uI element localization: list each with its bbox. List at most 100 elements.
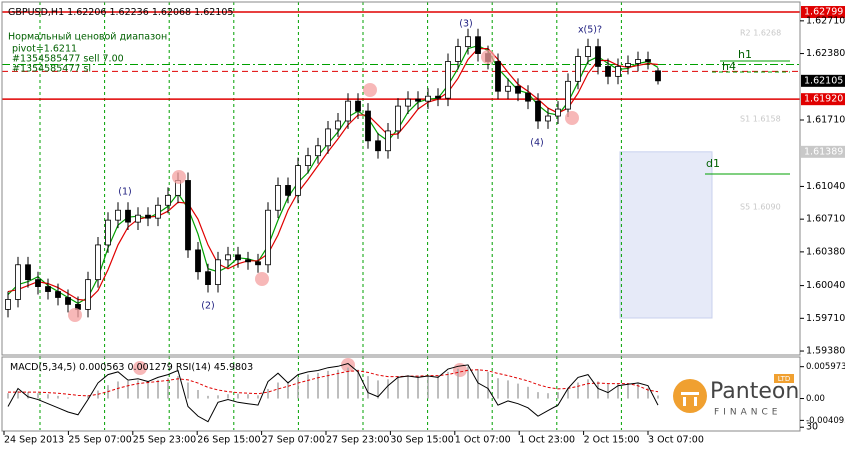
candle-body (475, 36, 481, 54)
candle-body (245, 259, 251, 263)
x-tick-label: 1 Oct 07:00 (455, 435, 511, 446)
candle-body (335, 120, 341, 130)
price-tag (801, 6, 845, 19)
macd-tick-label: 0.00 (806, 394, 825, 404)
price-tag (801, 145, 845, 158)
moving-averages (7, 44, 659, 305)
candle-body (575, 56, 581, 82)
swing-marker (255, 272, 269, 286)
logo-tag: LTD (778, 375, 791, 383)
x-tick-label: 24 Sep 2013 (4, 435, 64, 446)
price-tag-label: 1.61920 (804, 94, 843, 105)
candle-body (85, 279, 91, 310)
candle-body (215, 259, 221, 285)
logo: Panteon FINANCE LTD (673, 374, 799, 418)
candle-body (95, 244, 101, 281)
y-tick-label: 1.60710 (806, 214, 845, 225)
candle-body (545, 115, 551, 122)
candle-body (555, 108, 561, 117)
price-tag-label: 1.62799 (804, 7, 843, 18)
swing-marker (172, 170, 186, 184)
candle-body (615, 66, 621, 77)
candle-body (535, 100, 541, 122)
candle-body (285, 185, 291, 196)
candle-body (145, 214, 151, 219)
candle-body (435, 95, 441, 99)
candle-body (505, 85, 511, 92)
logo-name: Panteon (710, 379, 799, 404)
swing-marker (481, 50, 495, 64)
price-tag (801, 93, 845, 106)
candle-body (315, 145, 321, 157)
candle-body (445, 61, 451, 99)
day-grid (39, 2, 622, 430)
candle-body (125, 209, 131, 223)
swing-markers (68, 50, 579, 377)
macd-tick-label: 0.005973 (806, 362, 845, 372)
y-tick-label: 1.61710 (806, 114, 845, 125)
y-tick-label: 1.60040 (806, 280, 845, 291)
candle-body (305, 155, 311, 167)
candle-body (605, 66, 611, 77)
candle-body (55, 291, 61, 298)
swing-marker (68, 308, 82, 322)
candle-body (195, 249, 201, 273)
candle-body (165, 194, 171, 206)
candle-body (635, 59, 641, 64)
wave-label: (4) (530, 138, 543, 149)
candle-body (625, 63, 631, 67)
candle-body (155, 204, 161, 219)
candle-body (35, 279, 41, 287)
candle-body (275, 185, 281, 211)
candle-body (525, 92, 531, 102)
candle-body (15, 264, 21, 300)
rsi-line (7, 362, 659, 423)
rsi-tick-label: 30 (806, 422, 818, 433)
high: 1.62236 (109, 7, 148, 18)
y-tick-label: 1.60380 (806, 246, 845, 257)
timeframe-label: h4 (722, 60, 736, 73)
y-tick-label: 1.59710 (806, 313, 845, 324)
candle-body (425, 95, 431, 102)
logo-icon-part (683, 397, 686, 406)
wave-label: (2) (201, 301, 214, 312)
symbol: GBPUSD,H1 (8, 7, 64, 18)
indicator-header: MACD(5,34,5) 0.000563 0.001279 RSI(14) 4… (10, 362, 253, 373)
candle-body (385, 130, 391, 152)
swing-marker (341, 358, 355, 372)
candle-body (265, 209, 271, 266)
candle-body (185, 180, 191, 251)
y-tick-label: 1.61040 (806, 181, 845, 192)
rsi-value: 45.9803 (214, 362, 253, 373)
time-axis: 24 Sep 2013 25 Sep 07:00 25 Sep 23:00 26 Se… (3, 431, 704, 446)
logo-icon-part (681, 392, 699, 395)
candle-body (325, 128, 331, 147)
info-line: #1354585477 sl (12, 64, 91, 75)
projection-label: S1 1.6158 (740, 115, 781, 124)
swing-marker (363, 83, 377, 97)
low: 1.62068 (152, 7, 191, 18)
macd-tick-label: -0.004095 (806, 416, 845, 426)
macd-hist-value: 0.000563 (79, 362, 124, 373)
moving-average (7, 44, 659, 305)
price-tag-label: 1.62105 (804, 75, 843, 86)
logo-icon-part (694, 397, 697, 406)
chart-header: GBPUSD,H1 1.62206 1.62236 1.62068 1.6210… (8, 7, 233, 18)
price-tag (801, 74, 845, 87)
rsi-title: RSI(14) (176, 362, 211, 373)
candle-body (465, 36, 471, 48)
info-line: Нормальный ценовой диапазон (8, 32, 167, 43)
candle-body (395, 105, 401, 132)
candle-body (45, 286, 51, 292)
candle-body (655, 70, 661, 82)
info-line: pivot=1.6211 (12, 44, 77, 55)
sub-frame (1, 356, 801, 432)
close: 1.62105 (194, 7, 233, 18)
x-tick-label: 26 Sep 15:00 (197, 435, 260, 446)
wave-label: (3) (459, 19, 472, 30)
logo-icon (673, 379, 707, 413)
candle-body (405, 98, 411, 107)
swing-marker (133, 361, 147, 375)
